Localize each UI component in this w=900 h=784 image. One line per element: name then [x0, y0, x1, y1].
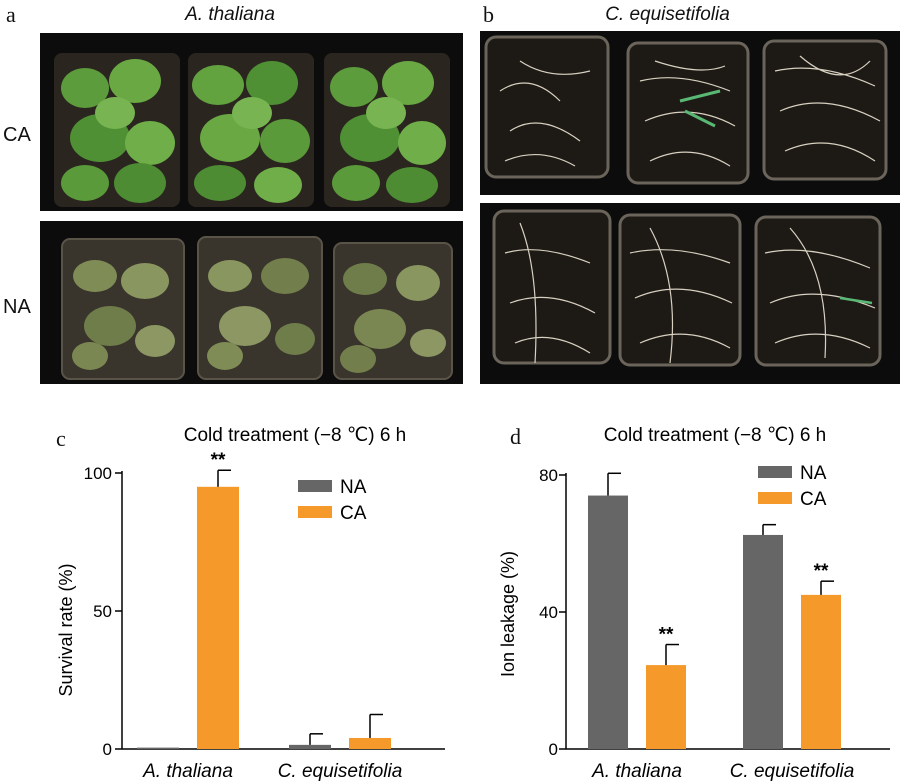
tray-a-ca-3	[324, 53, 450, 207]
chart-c-y-axis-label: Survival rate (%)	[56, 563, 76, 696]
bar-na-1	[743, 534, 783, 749]
y-tick-label: 0	[103, 740, 112, 759]
legend-label-ca: CA	[340, 503, 367, 524]
x-tick-label: C. equisetifolia	[730, 761, 855, 782]
panel-label-c: c	[56, 426, 66, 451]
chart-c-axes	[121, 471, 445, 750]
chart-d-title: Cold treatment (−8 ℃) 6 h	[604, 425, 827, 446]
chart-c-title: Cold treatment (−8 ℃) 6 h	[184, 425, 407, 446]
tray-b-ca-1	[484, 35, 610, 179]
tray-b-na-3	[754, 215, 882, 367]
chart-c-bars: **	[137, 450, 391, 749]
chart-c-y-ticks: 0 50 100	[84, 464, 122, 759]
panel-a-title: A. thaliana	[185, 4, 275, 25]
panel-label-b: b	[483, 2, 494, 27]
casuarina-na-trays	[492, 209, 882, 367]
panel-b-title: C. equisetifolia	[605, 4, 730, 25]
arabidopsis-na-trays	[61, 236, 453, 380]
chart-c-legend: NA CA	[298, 477, 367, 524]
chart-d-y-ticks: 0 40 80	[539, 466, 566, 759]
photo-b-ca	[480, 31, 900, 195]
casuarina-ca-trays	[484, 35, 888, 185]
tray-a-ca-2	[188, 53, 314, 207]
significance-marker: **	[211, 450, 226, 471]
tray-b-na-1	[492, 209, 612, 365]
bar-na-1	[289, 744, 331, 749]
bar-ca-0	[197, 486, 239, 749]
tray-a-na-1	[61, 238, 185, 380]
tray-a-ca-1	[54, 53, 180, 207]
arabidopsis-ca-trays	[54, 53, 450, 207]
chart-ion-leakage: Cold treatment (−8 ℃) 6 h Ion leakage (%…	[498, 425, 890, 782]
chart-d-bars: ** **	[588, 472, 841, 749]
y-tick-label: 100	[84, 464, 112, 483]
chart-survival-rate: Cold treatment (−8 ℃) 6 h Survival rate …	[56, 425, 445, 782]
legend-label-na: NA	[340, 477, 367, 498]
legend-swatch-na	[758, 466, 792, 478]
chart-d-x-ticks: A. thaliana C. equisetifolia	[591, 761, 854, 782]
y-tick-label: 80	[539, 466, 558, 485]
bar-na-0	[137, 747, 179, 749]
chart-d-y-axis-label: Ion leakage (%)	[498, 551, 518, 677]
significance-marker: **	[659, 625, 674, 646]
legend-label-na: NA	[800, 463, 827, 484]
tray-b-na-2	[618, 213, 742, 367]
significance-marker: **	[814, 561, 829, 582]
x-tick-label: C. equisetifolia	[278, 761, 403, 782]
bar-na-0	[588, 495, 628, 749]
legend-swatch-ca	[758, 492, 792, 504]
photo-b-na	[480, 203, 900, 384]
chart-c-x-ticks: A. thaliana C. equisetifolia	[142, 761, 402, 782]
panel-label-a: a	[6, 2, 16, 27]
tray-a-na-2	[197, 236, 323, 380]
panel-label-d: d	[510, 424, 521, 449]
chart-d-legend: NA CA	[758, 463, 827, 510]
photo-a-na	[40, 221, 463, 384]
tray-a-na-3	[333, 242, 453, 380]
bar-ca-1	[349, 737, 391, 749]
bar-ca-1	[801, 594, 841, 749]
tray-b-ca-3	[762, 39, 888, 181]
legend-swatch-na	[298, 480, 332, 492]
y-tick-label: 50	[93, 602, 112, 621]
legend-swatch-ca	[298, 506, 332, 518]
y-tick-label: 40	[539, 603, 558, 622]
row-label-na: NA	[3, 296, 31, 318]
bar-ca-0	[646, 665, 686, 749]
row-label-ca: CA	[3, 124, 31, 146]
x-tick-label: A. thaliana	[591, 761, 682, 782]
x-tick-label: A. thaliana	[142, 761, 233, 782]
y-tick-label: 0	[549, 740, 558, 759]
photo-a-ca	[40, 33, 463, 211]
tray-b-ca-2	[626, 41, 750, 185]
legend-label-ca: CA	[800, 489, 827, 510]
